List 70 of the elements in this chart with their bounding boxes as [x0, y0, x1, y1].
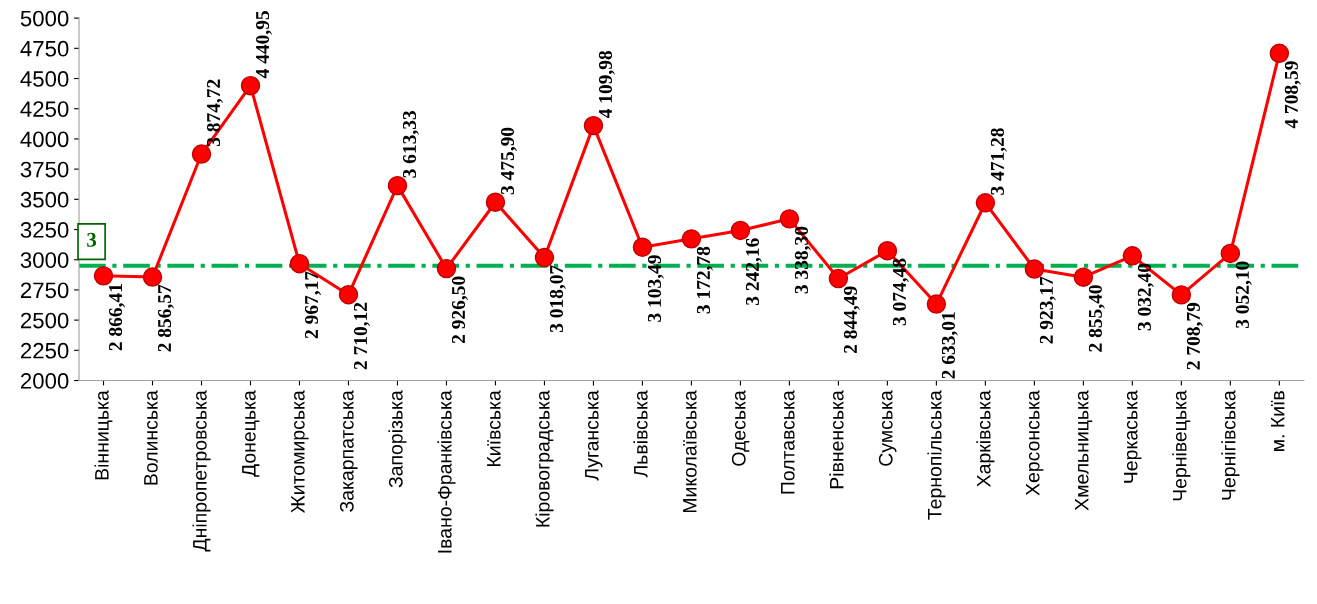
data-label: 3 874,72: [206, 79, 223, 147]
x-tick-label: Херсонська: [1026, 390, 1044, 496]
x-tick-label: Одеська: [731, 390, 750, 466]
y-tick-label: 3750: [20, 161, 69, 178]
data-label: 2 856,57: [157, 284, 174, 352]
y-tick-label: 3000: [20, 252, 69, 268]
x-tick-label: Закарпатська: [339, 390, 358, 512]
x-tick-label: Дніпропетровська: [192, 390, 211, 552]
y-tick-label: 2250: [20, 342, 69, 359]
data-label: 4 440,95: [255, 11, 272, 79]
point: [191, 144, 212, 164]
data-label: 3 032,40: [1137, 263, 1154, 331]
x-tick-label: Харківська: [976, 390, 995, 487]
y-tick-label: 2500: [20, 312, 69, 329]
y-tick-label: 2750: [20, 282, 69, 299]
x-tick-label: Житомирська: [291, 390, 309, 513]
data-label: 2 844,49: [843, 286, 860, 353]
x-tick-label: Донецька: [242, 390, 260, 477]
x-tick-label: Чернігівська: [1221, 390, 1240, 500]
x-tick-label: м. Київ: [1270, 391, 1285, 451]
data-label: 3 074,48: [892, 258, 909, 326]
data-label: 3 471,28: [990, 128, 1007, 195]
x-tick-label: Запорізька: [388, 390, 407, 488]
y-tick-label: 2000: [20, 373, 69, 389]
x-tick-label: Хмельницька: [1075, 390, 1093, 511]
data-label: 3 103,49: [647, 255, 664, 322]
data-label: 3 338,30: [794, 226, 811, 294]
data-label: 2 926,50: [451, 276, 468, 344]
x-tick-label: Вінницька: [94, 390, 113, 480]
x-tick-label: Івано-Франківська: [437, 390, 456, 553]
data-label: 2 967,17: [305, 271, 321, 339]
data-label: 3 242,16: [745, 238, 762, 306]
y-tick-label: 4500: [20, 71, 69, 87]
y-tick-label: 4250: [20, 101, 69, 117]
data-label: 2 866,41: [108, 284, 125, 351]
data-label: 3 613,33: [402, 110, 419, 178]
y-tick-label: 4750: [20, 40, 69, 57]
x-tick-label: Волинська: [144, 390, 158, 485]
data-label: 2 708,79: [1186, 302, 1203, 370]
x-tick-label: Львівська: [633, 390, 648, 478]
data-label: 2 710,12: [353, 302, 370, 370]
data-label: 3 172,78: [696, 246, 713, 314]
data-label: 4 708,59: [1284, 61, 1301, 129]
x-tick-label: Полтавська: [781, 390, 795, 494]
x-tick-label: Сумська: [878, 390, 897, 466]
x-tick-label: Луганська: [585, 390, 603, 481]
y-tick-label: 3250: [20, 222, 69, 238]
annotation: 3: [87, 232, 97, 247]
x-tick-label: Миколаївська: [683, 390, 697, 513]
data-label: 2 923,17: [1039, 276, 1056, 344]
x-tick-label: Рівненська: [829, 390, 844, 489]
data-label: 4 109,98: [598, 50, 615, 119]
y-tick-label: 3500: [20, 191, 69, 208]
x-tick-label: Чернівецька: [1172, 390, 1191, 501]
x-tick-label: Тернопільська: [927, 390, 946, 520]
x-tick-label: Київська: [487, 390, 501, 466]
point: [926, 294, 947, 314]
point: [632, 237, 653, 257]
data-label: 3 018,07: [549, 265, 566, 333]
point: [1073, 267, 1094, 287]
data-label: 2 633,01: [941, 312, 958, 379]
point: [93, 266, 114, 286]
point: [975, 193, 996, 213]
y-tick-label: 5000: [20, 10, 69, 27]
x-tick-label: Кіровоградська: [535, 390, 554, 527]
data-label: 3 052,10: [1235, 261, 1252, 328]
data-label: 2 855,40: [1088, 285, 1105, 352]
data-label: 3 475,90: [500, 127, 517, 195]
x-tick-label: Черкаська: [1124, 390, 1142, 483]
y-tick-label: 4000: [20, 131, 69, 148]
